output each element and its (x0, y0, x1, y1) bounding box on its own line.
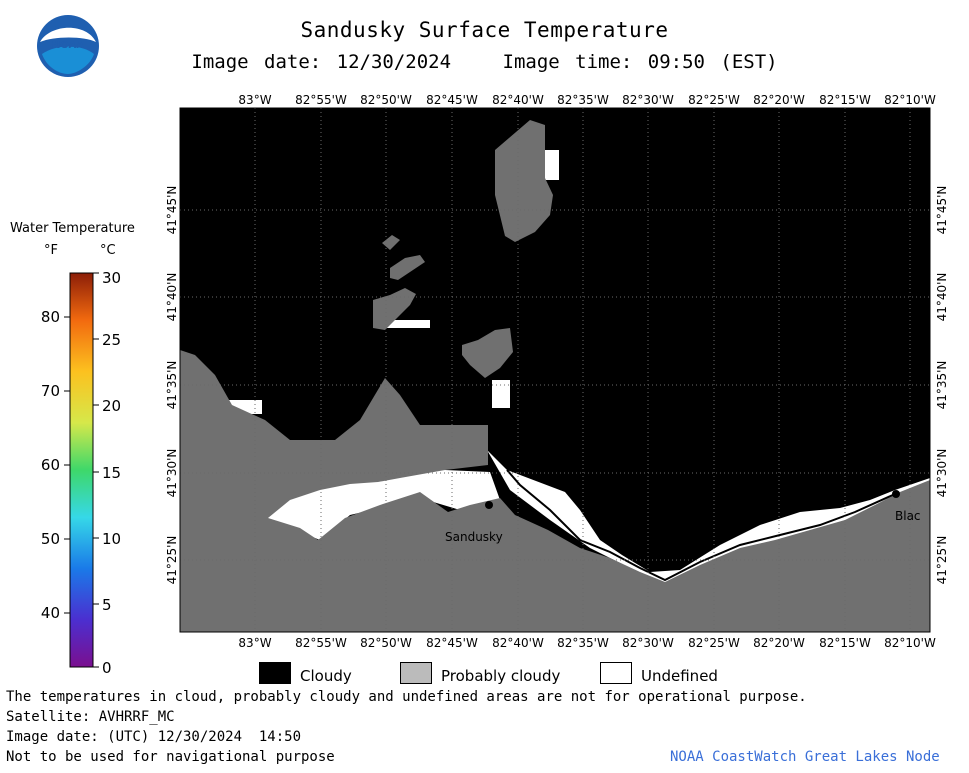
lat-label-left: 41°45'N (165, 186, 179, 235)
undefined-area (487, 450, 930, 585)
undefined-area (545, 150, 559, 180)
legend-label-probably-cloudy: Probably cloudy (441, 667, 561, 685)
lon-label-bottom: 83°W (238, 636, 271, 650)
probably-cloudy-area (462, 328, 513, 378)
colorbar-unit-f: °F (44, 243, 58, 258)
lat-label-left: 41°25'N (165, 536, 179, 585)
lat-label-right: 41°40'N (935, 273, 949, 322)
lon-label-bottom: 82°35'W (557, 636, 609, 650)
noaa-logo-text: NOAA (52, 40, 84, 51)
lon-label-bottom: 82°40'W (492, 636, 544, 650)
undefined-area (385, 320, 430, 328)
lon-label-bottom: 82°20'W (753, 636, 805, 650)
lon-label-bottom: 82°15'W (819, 636, 871, 650)
lon-label-top: 82°10'W (884, 93, 936, 107)
lat-label-right: 41°35'N (935, 361, 949, 410)
lon-label-top: 82°40'W (492, 93, 544, 107)
lon-label-top: 82°45'W (426, 93, 478, 107)
lon-label-bottom: 82°10'W (884, 636, 936, 650)
lon-label-top: 82°50'W (360, 93, 412, 107)
colorbar (69, 272, 94, 668)
lon-label-top: 82°30'W (622, 93, 674, 107)
lat-label-left: 41°40'N (165, 273, 179, 322)
probably-cloudy-area (382, 235, 400, 250)
colorbar-c-tick: 15 (102, 464, 121, 482)
lat-label-right: 41°30'N (935, 449, 949, 498)
undefined-area (492, 380, 510, 408)
legend-label-cloudy: Cloudy (300, 667, 352, 685)
legend-swatch-probably-cloudy (400, 662, 432, 684)
noaa-logo: NOAA (37, 15, 99, 77)
lon-label-bottom: 82°30'W (622, 636, 674, 650)
lon-label-bottom: 82°50'W (360, 636, 412, 650)
colorbar-c-tick: 30 (102, 269, 121, 287)
place-label-sandusky: Sandusky (445, 530, 503, 544)
disclaimer: The temperatures in cloud, probably clou… (6, 689, 807, 705)
lon-label-bottom: 82°25'W (688, 636, 740, 650)
image-time: Image time: 09:50 (EST) (502, 51, 778, 73)
probably-cloudy-area (495, 120, 553, 242)
lat-label-left: 41°30'N (165, 449, 179, 498)
lon-label-top: 83°W (238, 93, 271, 107)
legend-swatch-undefined (600, 662, 632, 684)
lat-label-right: 41°25'N (935, 536, 949, 585)
lon-label-top: 82°25'W (688, 93, 740, 107)
lon-label-top: 82°15'W (819, 93, 871, 107)
credit: NOAA CoastWatch Great Lakes Node (670, 749, 940, 765)
coastline (506, 469, 896, 582)
probably-cloudy-area (390, 255, 425, 280)
probably-cloudy-area (373, 288, 416, 330)
colorbar-f-tick: 80 (41, 308, 60, 326)
lon-label-top: 82°20'W (753, 93, 805, 107)
colorbar-c-tick: 5 (102, 596, 112, 614)
lat-label-right: 41°45'N (935, 186, 949, 235)
lon-label-bottom: 82°45'W (426, 636, 478, 650)
colorbar-f-tick: 60 (41, 456, 60, 474)
lon-label-bottom: 82°55'W (295, 636, 347, 650)
image-date: Image date: 12/30/2024 (191, 51, 452, 73)
legend-label-undefined: Undefined (641, 667, 718, 685)
colorbar-c-tick: 0 (102, 659, 112, 677)
place-label-blac: Blac (895, 509, 921, 523)
colorbar-c-tick: 20 (102, 397, 121, 415)
lon-label-top: 82°35'W (557, 93, 609, 107)
satellite-info: Satellite: AVHRRF_MC (6, 709, 175, 725)
colorbar-f-tick: 40 (41, 604, 60, 622)
colorbar-f-tick: 70 (41, 382, 60, 400)
colorbar-f-tick: 50 (41, 530, 60, 548)
utc-date: Image date: (UTC) 12/30/2024 14:50 (6, 729, 302, 745)
image-datetime: Image date: 12/30/2024 Image time: 09:50… (0, 51, 969, 73)
page-title: Sandusky Surface Temperature (300, 18, 669, 42)
colorbar-unit-c: °C (100, 243, 116, 258)
lon-label-top: 82°55'W (295, 93, 347, 107)
map-frame (179, 107, 931, 633)
sandusky-marker (485, 501, 493, 509)
lat-label-left: 41°35'N (165, 361, 179, 410)
legend-swatch-cloudy (259, 662, 291, 684)
land-area (180, 350, 930, 632)
colorbar-c-tick: 10 (102, 530, 121, 548)
blac-marker (892, 490, 900, 498)
colorbar-title: Water Temperature (10, 221, 135, 236)
colorbar-c-tick: 25 (102, 331, 121, 349)
navigation-warning: Not to be used for navigational purpose (6, 749, 335, 765)
